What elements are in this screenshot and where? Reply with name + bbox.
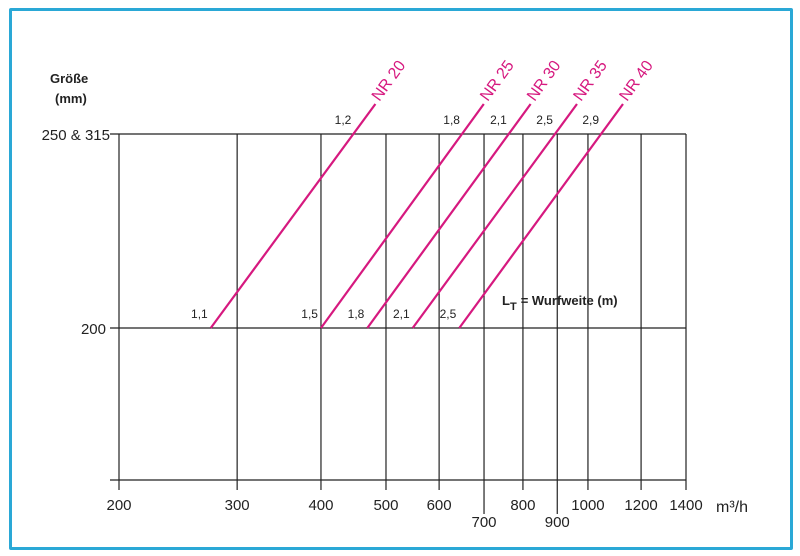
series-line-nr-35 — [411, 103, 578, 329]
throw-label-200-1: 1,5 — [301, 307, 318, 321]
x-tick-label-1000: 1000 — [571, 497, 604, 514]
throw-label-200-3: 2,1 — [393, 307, 410, 321]
x-tick-label-900: 900 — [545, 514, 570, 531]
x-tick-label-200: 200 — [106, 497, 131, 514]
y-axis-label-line1: Größe — [50, 71, 88, 86]
throw-label-200-4: 2,5 — [440, 307, 457, 321]
throw-label-250-315-3: 2,5 — [536, 113, 553, 127]
x-axis-label: m³/h — [716, 499, 748, 516]
series-line-nr-20 — [209, 103, 377, 329]
labels: Größe (mm) 250 & 315 200 LT = Wurfweite (… — [42, 71, 748, 516]
y-axis-label-line2: (mm) — [55, 91, 87, 106]
series-label-nr-25: NR 25 — [477, 58, 517, 105]
x-tick-label-300: 300 — [225, 497, 250, 514]
series-label-nr-35: NR 35 — [570, 58, 610, 105]
series-lines: NR 20 1,1 1,2 NR 25 1,5 1,8 NR 30 1,8 2,1 NR 35 2,… — [191, 58, 657, 329]
annotation-lt: LT = Wurfweite (m) — [502, 293, 618, 313]
throw-label-250-315-2: 2,1 — [490, 113, 507, 127]
series-label-nr-20: NR 20 — [369, 58, 409, 105]
x-tick-label-1400: 1400 — [669, 497, 702, 514]
series-label-nr-30: NR 30 — [524, 58, 564, 105]
x-tick-label-1200: 1200 — [624, 497, 657, 514]
y-tick-label-200: 200 — [81, 321, 106, 338]
x-tick-label-700: 700 — [472, 514, 497, 531]
x-tick-label-600: 600 — [427, 497, 452, 514]
chart-frame — [9, 8, 793, 550]
throw-label-200-0: 1,1 — [191, 307, 208, 321]
throw-label-250-315-0: 1,2 — [335, 113, 352, 127]
x-tick-label-400: 400 — [308, 497, 333, 514]
throw-label-250-315-4: 2,9 — [582, 113, 599, 127]
series-label-nr-40: NR 40 — [616, 58, 656, 105]
series-line-nr-40 — [458, 103, 624, 329]
y-tick-label-250-315: 250 & 315 — [42, 127, 110, 144]
throw-label-250-315-1: 1,8 — [443, 113, 460, 127]
x-tick-label-800: 800 — [510, 497, 535, 514]
series-line-nr-30 — [366, 103, 532, 329]
series-line-nr-25 — [320, 103, 485, 329]
x-tick-label-500: 500 — [373, 497, 398, 514]
throw-label-200-2: 1,8 — [348, 307, 365, 321]
